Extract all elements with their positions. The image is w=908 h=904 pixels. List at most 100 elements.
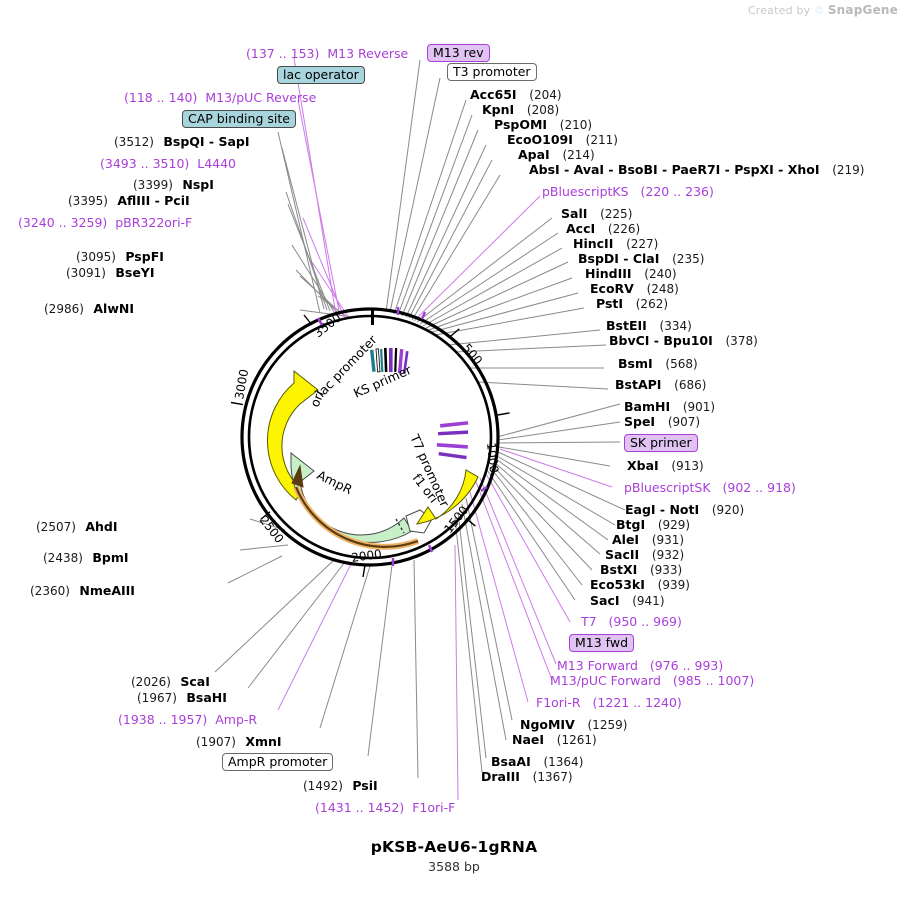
plasmid-length: 3588 bp [428, 859, 480, 874]
label-xbai[interactable]: XbaI (913) [627, 457, 704, 473]
label-bspdi-clai[interactable]: BspDI - ClaI (235) [578, 250, 704, 266]
label-text: M13/pUC Reverse [205, 90, 317, 105]
label-psti[interactable]: PstI (262) [596, 295, 668, 311]
label-bstxi[interactable]: BstXI (933) [600, 561, 682, 577]
label-text: BstAPI [615, 377, 662, 392]
label-acc65i[interactable]: Acc65I (204) [470, 86, 562, 102]
label-m13-rev[interactable]: M13 rev [427, 44, 490, 63]
label-text: ScaI [180, 674, 210, 689]
label-text: T3 promoter [447, 63, 537, 82]
label-bseyi[interactable]: (3091) BseYI [66, 264, 155, 280]
tick-label-2000: 2000 [350, 547, 382, 565]
label-text: EcoRV [590, 281, 634, 296]
label-ngomiv[interactable]: NgoMIV (1259) [520, 716, 627, 732]
label-position: (214) [562, 148, 595, 162]
label-draiii[interactable]: DraIII (1367) [481, 768, 573, 784]
label-bsaai[interactable]: BsaAI (1364) [491, 753, 583, 769]
leader-lines-right-mcs-purple [469, 448, 613, 703]
label-pbr322ori-f[interactable]: (3240 .. 3259) pBR322ori-F [18, 214, 192, 230]
label-sacii[interactable]: SacII (932) [605, 546, 684, 562]
label-text: SacII [605, 547, 640, 562]
label-position: (931) [651, 533, 685, 547]
label-kpni[interactable]: KpnI (208) [482, 101, 559, 117]
label-sk-primer[interactable]: SK primer [624, 434, 698, 453]
label-f1ori-f[interactable]: (1431 .. 1452) F1ori-F [315, 799, 455, 815]
label-position: (3395) [68, 194, 108, 208]
label-bpmi[interactable]: (2438) BpmI [43, 549, 129, 565]
label-psii[interactable]: (1492) PsiI [303, 777, 378, 793]
label-saci[interactable]: SacI (941) [590, 592, 665, 608]
label-bsmi[interactable]: BsmI (568) [618, 355, 698, 371]
label-lac-operator[interactable]: lac operator [277, 66, 365, 85]
label-text: M13 fwd [569, 634, 635, 653]
label-acci[interactable]: AccI (226) [566, 220, 640, 236]
label-xmni[interactable]: (1907) XmnI [196, 733, 282, 749]
label-bsahi[interactable]: (1967) BsaHI [137, 689, 227, 705]
arc-label-ampr: AmpR [315, 467, 355, 497]
label-eagi-noti[interactable]: EagI - NotI (920) [625, 501, 744, 517]
label-position: (334) [659, 319, 692, 333]
label-bspqi-sapi[interactable]: (3512) BspQI - SapI [114, 133, 249, 149]
label-position: (568) [665, 357, 698, 371]
label-hindiii[interactable]: HindIII (240) [585, 265, 677, 281]
label-position: (933) [649, 563, 683, 577]
tick-label-1000: 1000 [484, 442, 501, 474]
label-ecorv[interactable]: EcoRV (248) [590, 280, 679, 296]
label-bbvci-bpu10i[interactable]: BbvCI - Bpu10I (378) [609, 332, 758, 348]
label-ampr-promoter[interactable]: AmpR promoter [222, 753, 334, 772]
label-range: (902 .. 918) [722, 480, 796, 495]
label-aflii-pcii[interactable]: (3395) AflIII - PciI [68, 192, 190, 208]
label-position: (929) [657, 518, 691, 532]
plasmid-ticks [230, 309, 510, 578]
label-apai[interactable]: ApaI (214) [518, 146, 595, 162]
label-nmeaiii[interactable]: (2360) NmeAIII [30, 582, 135, 598]
label-l4440[interactable]: (3493 .. 3510) L4440 [100, 155, 236, 171]
label-m13-forward[interactable]: M13 Forward (976 .. 993) [557, 657, 723, 673]
label-m13-puc-reverse[interactable]: (118 .. 140) M13/pUC Reverse [124, 89, 316, 105]
ring-feature-ticks [316, 307, 488, 566]
label-amp-r[interactable]: (1938 .. 1957) Amp-R [118, 711, 257, 727]
label-pbluescriptsk[interactable]: pBluescriptSK (902 .. 918) [624, 479, 796, 495]
label-m13-reverse[interactable]: (137 .. 153) M13 Reverse [246, 45, 408, 61]
label-absi-avai-bsobi-paer7i-pspxi-xhoi[interactable]: AbsI - AvaI - BsoBI - PaeR7I - PspXI - X… [529, 161, 865, 177]
label-eco53ki[interactable]: Eco53kI (939) [590, 576, 690, 592]
label-sali[interactable]: SalI (225) [561, 205, 632, 221]
label-t7[interactable]: T7 (950 .. 969) [581, 613, 682, 629]
label-m13-puc-forward[interactable]: M13/pUC Forward (985 .. 1007) [550, 672, 754, 688]
label-text: M13 Forward [557, 658, 638, 673]
label-bstapi[interactable]: BstAPI (686) [615, 376, 706, 392]
label-range: (3493 .. 3510) [100, 156, 190, 171]
label-bamhi[interactable]: BamHI (901) [624, 398, 715, 414]
feature-arc-orange [291, 464, 420, 550]
label-pspfi[interactable]: (3095) PspFI [76, 248, 164, 264]
label-pbluescriptks[interactable]: pBluescriptKS (220 .. 236) [542, 183, 714, 199]
label-pspomi[interactable]: PspOMI (210) [494, 116, 592, 132]
label-naei[interactable]: NaeI (1261) [512, 731, 597, 747]
label-bsteii[interactable]: BstEII (334) [606, 317, 692, 333]
label-text: BsaHI [186, 690, 227, 705]
label-scai[interactable]: (2026) ScaI [131, 673, 210, 689]
label-text: BsmI [618, 356, 653, 371]
label-ecoo109i[interactable]: EcoO109I (211) [507, 131, 618, 147]
label-spei[interactable]: SpeI (907) [624, 413, 700, 429]
label-position: (262) [635, 297, 669, 311]
label-text: HincII [573, 236, 614, 251]
label-text: BpmI [92, 550, 129, 565]
label-m13-fwd[interactable]: M13 fwd [569, 634, 635, 653]
label-hincii[interactable]: HincII (227) [573, 235, 658, 251]
label-nspi[interactable]: (3399) NspI [133, 176, 214, 192]
label-cap-binding-site[interactable]: CAP binding site [182, 110, 296, 129]
label-f1ori-r[interactable]: F1ori-R (1221 .. 1240) [536, 694, 682, 710]
label-position: (1261) [556, 733, 597, 747]
label-ahdi[interactable]: (2507) AhdI [36, 518, 118, 534]
label-alwni[interactable]: (2986) AlwNI [44, 300, 134, 316]
label-alei[interactable]: AleI (931) [612, 531, 684, 547]
label-position: (932) [651, 548, 685, 562]
label-btgi[interactable]: BtgI (929) [616, 516, 690, 532]
label-text: T7 [581, 614, 597, 629]
label-text: PspFI [125, 249, 164, 264]
tick-label-3000: 3000 [232, 368, 251, 401]
label-t3-promoter[interactable]: T3 promoter [447, 63, 537, 82]
label-position: (939) [657, 578, 690, 592]
feature-arc-ampr [290, 451, 413, 543]
